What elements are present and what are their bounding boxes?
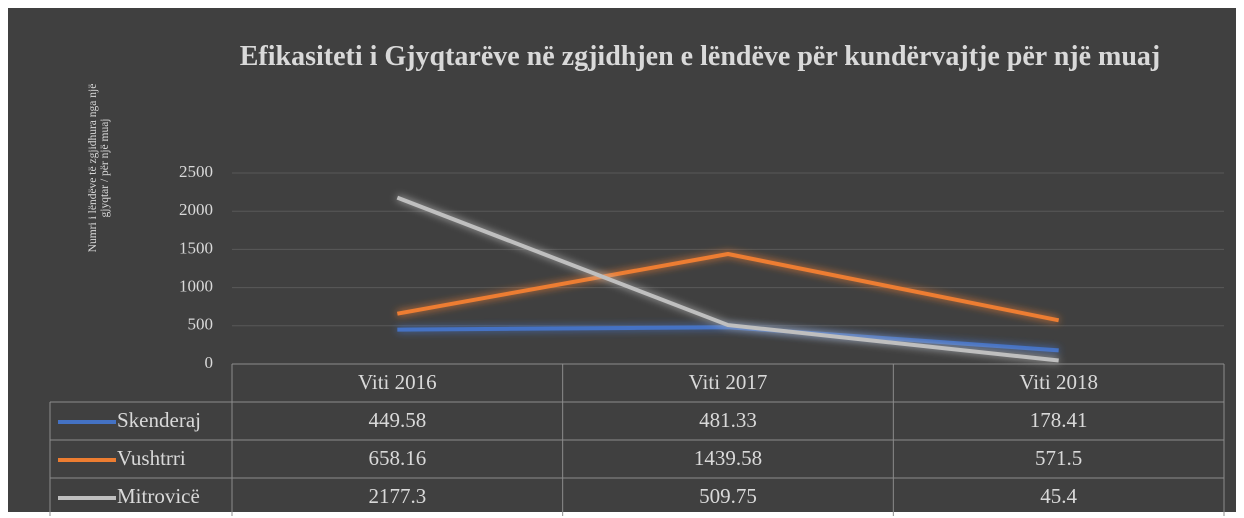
chart-title: Efikasiteti i Gjyqtarëve në zgjidhjen e … <box>239 41 1161 72</box>
x-tick-label: Viti 2017 <box>689 370 768 394</box>
table-value: 178.41 <box>1030 408 1088 432</box>
series-line <box>397 325 1059 353</box>
table-value: 509.75 <box>699 484 757 508</box>
legend-label: Skenderaj <box>117 408 201 432</box>
series-line <box>396 195 1059 363</box>
y-tick-label: 2000 <box>179 200 213 219</box>
chart-area <box>8 8 1236 512</box>
table-value: 45.4 <box>1040 484 1077 508</box>
y-tick-label: 1500 <box>179 238 213 257</box>
x-tick-label: Viti 2016 <box>358 370 437 394</box>
x-tick-label: Viti 2018 <box>1019 370 1098 394</box>
legend-label: Mitrovicë <box>117 484 200 508</box>
table-value: 449.58 <box>368 408 426 432</box>
y-tick-label: 1000 <box>179 277 213 296</box>
y-tick-label: 500 <box>188 315 214 334</box>
table-value: 2177.3 <box>368 484 426 508</box>
table-value: 1439.58 <box>694 446 762 470</box>
table-value: 481.33 <box>699 408 757 432</box>
legend-label: Vushtrri <box>117 446 186 470</box>
table-value: 658.16 <box>368 446 426 470</box>
table-value: 571.5 <box>1035 446 1082 470</box>
y-tick-label: 2500 <box>179 162 213 181</box>
y-tick-label: 0 <box>205 353 214 372</box>
series-line <box>396 252 1060 323</box>
